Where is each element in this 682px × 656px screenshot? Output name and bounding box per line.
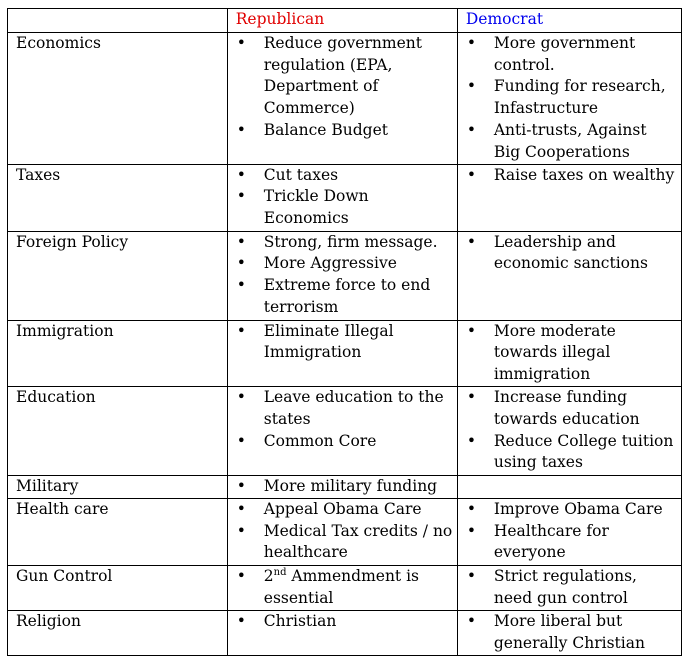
table-row: TaxesCut taxesTrickle Down EconomicsRais…	[7, 163, 682, 232]
list-item: Common Core	[236, 431, 453, 453]
republican-cell: Strong, firm message.More AggressiveExtr…	[226, 230, 458, 321]
democrat-cell: More liberal but generally Christian	[456, 609, 682, 656]
democrat-cell: Raise taxes on wealthy	[456, 163, 682, 232]
republican-cell: Reduce government regulation (EPA, Depar…	[226, 31, 458, 165]
table-row: EducationLeave education to the statesCo…	[7, 385, 682, 476]
list-item: Balance Budget	[236, 120, 453, 142]
democrat-cell: More moderate towards illegal immigratio…	[456, 319, 682, 387]
list-item: More Aggressive	[236, 253, 453, 275]
list-item: Extreme force to end terrorism	[236, 275, 453, 319]
republican-cell: Christian	[226, 609, 458, 656]
republican-list: Strong, firm message.More AggressiveExtr…	[236, 232, 453, 319]
table-row: Religion Christian More liberal but genera…	[7, 609, 682, 656]
list-item: Strict regulations, need gun control	[466, 566, 677, 610]
democrat-cell	[456, 474, 682, 499]
democrat-list: Strict regulations, need gun control	[466, 566, 677, 610]
republican-cell: Leave education to the statesCommon Core	[226, 385, 458, 476]
list-item: More moderate towards illegal immigratio…	[466, 321, 677, 386]
topic-cell: Economics	[7, 31, 228, 165]
list-item: Anti-trusts, Against Big Cooperations	[466, 120, 677, 164]
table-row: Foreign PolicyStrong, firm message.More …	[7, 230, 682, 321]
table-row: EconomicsReduce government regulation (E…	[7, 31, 682, 165]
democrat-list: More moderate towards illegal immigratio…	[466, 321, 677, 386]
democrat-list: Raise taxes on wealthy	[466, 165, 677, 187]
democrat-cell: More government control.Funding for rese…	[456, 31, 682, 165]
list-item: More government control.	[466, 33, 677, 77]
topic-cell: Immigration	[7, 319, 228, 387]
list-item: Eliminate Illegal Immigration	[236, 321, 453, 365]
ordinal-suffix: nd	[273, 566, 287, 578]
democrat-list: Increase funding towards educationReduce…	[466, 387, 677, 474]
topic-cell: Gun Control	[7, 564, 228, 611]
list-item: Medical Tax credits / no healthcare	[236, 521, 453, 565]
list-item: Trickle Down Economics	[236, 186, 453, 230]
democrat-cell: Strict regulations, need gun control	[456, 564, 682, 611]
republican-list: Eliminate Illegal Immigration	[236, 321, 453, 365]
republican-list: Leave education to the statesCommon Core	[236, 387, 453, 452]
list-item: Leadership and economic sanctions	[466, 232, 677, 276]
header-republican: Republican	[226, 8, 458, 33]
republican-list: Cut taxesTrickle Down Economics	[236, 165, 453, 230]
republican-cell: Eliminate Illegal Immigration	[226, 319, 458, 387]
democrat-cell: Leadership and economic sanctions	[456, 230, 682, 321]
list-item: Christian	[236, 611, 453, 633]
republican-list: 2nd Ammendment is essential	[236, 566, 453, 610]
democrat-list: More government control.Funding for rese…	[466, 33, 677, 164]
list-item: Reduce government regulation (EPA, Depar…	[236, 33, 453, 120]
table-row: Military More military funding	[7, 474, 682, 499]
republican-cell: More military funding	[226, 474, 458, 499]
list-item: More military funding	[236, 476, 453, 498]
table-row: Health careAppeal Obama CareMedical Tax …	[7, 497, 682, 566]
list-item: Healthcare for everyone	[466, 521, 677, 565]
list-item: Raise taxes on wealthy	[466, 165, 677, 187]
democrat-list: Leadership and economic sanctions	[466, 232, 677, 276]
democrat-list: Improve Obama CareHealthcare for everyon…	[466, 499, 677, 564]
topic-cell: Military	[7, 474, 228, 499]
list-item: Strong, firm message.	[236, 232, 453, 254]
list-item: More liberal but generally Christian	[466, 611, 677, 655]
list-item: Funding for research, Infastructure	[466, 76, 677, 120]
republican-list: Christian	[236, 611, 453, 633]
republican-list: Appeal Obama CareMedical Tax credits / n…	[236, 499, 453, 564]
header-topic-cell	[7, 8, 228, 33]
topic-cell: Religion	[7, 609, 228, 656]
list-item: Cut taxes	[236, 165, 453, 187]
topic-cell: Foreign Policy	[7, 230, 228, 321]
list-item: 2nd Ammendment is essential	[236, 566, 453, 610]
list-item: Increase funding towards education	[466, 387, 677, 431]
democrat-cell: Increase funding towards educationReduce…	[456, 385, 682, 476]
republican-cell: Cut taxesTrickle Down Economics	[226, 163, 458, 232]
list-item: Appeal Obama Care	[236, 499, 453, 521]
topic-cell: Health care	[7, 497, 228, 566]
list-item: Improve Obama Care	[466, 499, 677, 521]
topic-cell: Education	[7, 385, 228, 476]
democrat-list: More liberal but generally Christian	[466, 611, 677, 655]
table-row: Gun Control2nd Ammendment is essential St…	[7, 564, 682, 611]
democrat-cell: Improve Obama CareHealthcare for everyon…	[456, 497, 682, 566]
republican-cell: Appeal Obama CareMedical Tax credits / n…	[226, 497, 458, 566]
republican-list: More military funding	[236, 476, 453, 498]
list-item: Reduce College tuition using taxes	[466, 431, 677, 475]
header-row: Republican Democrat	[7, 8, 682, 33]
list-item: Leave education to the states	[236, 387, 453, 431]
table-row: ImmigrationEliminate Illegal Immigration…	[7, 319, 682, 387]
header-democrat: Democrat	[456, 8, 682, 33]
party-comparison-table: Republican Democrat EconomicsReduce gove…	[7, 8, 682, 656]
topic-cell: Taxes	[7, 163, 228, 232]
republican-cell: 2nd Ammendment is essential	[226, 564, 458, 611]
republican-list: Reduce government regulation (EPA, Depar…	[236, 33, 453, 142]
